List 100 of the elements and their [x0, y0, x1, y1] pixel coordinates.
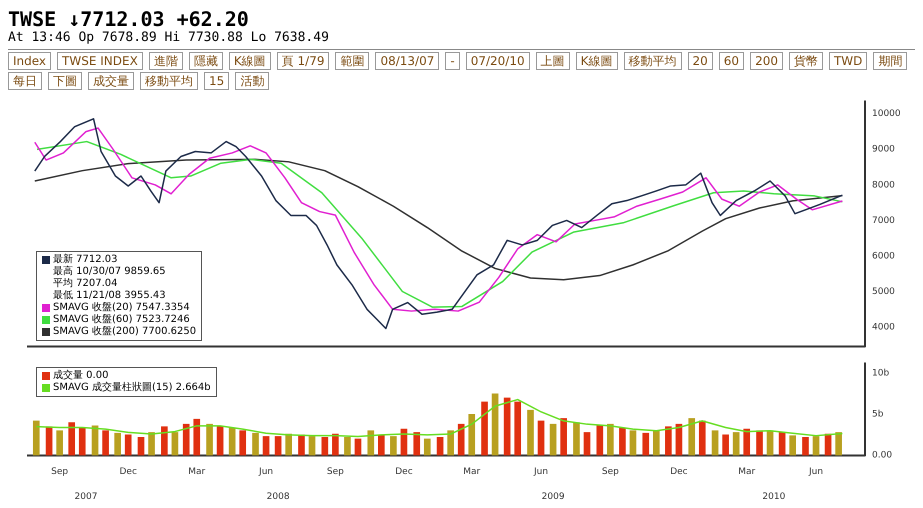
- legend-label: SMAVG 收盤(200) 7700.6250: [53, 326, 196, 338]
- x-tick-label: Jun: [533, 467, 548, 478]
- y-tick-label: 5b: [872, 410, 884, 420]
- text: K線圖: [576, 52, 618, 70]
- bar: [527, 410, 534, 456]
- x-tick-label: Dec: [670, 467, 688, 478]
- bar: [114, 432, 121, 456]
- bar: [652, 430, 660, 456]
- text: 期間: [873, 52, 908, 70]
- text: 隱藏: [188, 52, 223, 70]
- text: 08/13/07: [375, 52, 440, 70]
- x2-tick-label: 2009: [542, 492, 565, 502]
- bar: [550, 424, 556, 456]
- bar: [424, 438, 431, 456]
- bar: [732, 432, 740, 456]
- bar: [322, 437, 328, 456]
- bar: [216, 426, 224, 456]
- bar: [802, 437, 809, 456]
- text: 20: [688, 52, 713, 70]
- legend-label: SMAVG 成交量柱狀圖(15) 2.664b: [53, 382, 211, 394]
- bar: [492, 393, 498, 456]
- bar: [32, 420, 40, 456]
- bar: [743, 428, 750, 456]
- bar: [514, 402, 522, 456]
- x-tick-label: Mar: [188, 467, 206, 478]
- x-tick-label: Mar: [738, 467, 756, 478]
- bar: [676, 424, 682, 456]
- x2-tick-label: 2010: [762, 492, 786, 502]
- text: 移動平均: [624, 52, 682, 70]
- bar: [642, 432, 650, 456]
- bar: [458, 424, 465, 456]
- text: 移動平均: [140, 72, 198, 90]
- bar: [722, 434, 729, 456]
- text: TWSE INDEX: [57, 52, 143, 70]
- bar: [835, 432, 842, 456]
- bar: [778, 432, 786, 456]
- bar: [596, 426, 604, 456]
- bar: [573, 422, 580, 456]
- bar: [390, 436, 397, 456]
- bar: [161, 426, 168, 456]
- text: 15: [204, 72, 230, 90]
- text: 下圖: [48, 72, 82, 90]
- bar: [274, 436, 282, 456]
- bar: [206, 424, 213, 456]
- bar: [630, 430, 636, 456]
- bar: [812, 436, 820, 456]
- bar: [824, 434, 832, 456]
- legend-label: SMAVG 收盤(20) 7547.3354: [53, 302, 190, 314]
- text: 07/20/10: [466, 52, 530, 70]
- bar: [262, 436, 270, 456]
- text: 成交量: [88, 72, 134, 90]
- bar: [481, 402, 488, 456]
- bar: [172, 432, 178, 456]
- x-tick-label: Dec: [119, 467, 137, 478]
- bar: [193, 418, 200, 456]
- x-tick-label: Jun: [808, 467, 824, 478]
- text: At 13:46 Op 7678.89 Hi 7730.88 Lo 7638.49: [8, 30, 330, 46]
- text: 進階: [148, 52, 183, 70]
- y-tick-label: 10000: [872, 109, 901, 120]
- annotation: 最低 11/21/08 3955.43: [53, 290, 166, 302]
- annotation: 平均 7207.04: [53, 278, 118, 290]
- x-tick-label: Sep: [51, 467, 68, 478]
- text: Index: [8, 52, 52, 70]
- x-tick-label: Mar: [463, 467, 481, 478]
- y-tick-label: 9000: [872, 144, 896, 155]
- y-tick-label: 6000: [872, 251, 896, 262]
- text: TWD: [828, 52, 868, 70]
- x-tick-label: Sep: [326, 467, 344, 478]
- bar: [252, 432, 259, 456]
- y-tick-label: 7000: [872, 216, 896, 226]
- bar: [584, 432, 590, 456]
- bar: [560, 418, 567, 456]
- bar: [354, 438, 362, 456]
- bar: [413, 432, 420, 456]
- legend-label: 最新 7712.03: [53, 254, 118, 266]
- bar: [148, 432, 155, 456]
- legend-label: 成交量 0.00: [53, 370, 108, 382]
- bar: [698, 420, 706, 456]
- bar: [789, 435, 796, 456]
- bar: [138, 437, 144, 456]
- bar: [46, 426, 52, 456]
- text: TWSE ↓7712.03 +62.20: [8, 7, 250, 31]
- bar: [619, 428, 626, 456]
- bar: [665, 426, 672, 456]
- bar: [92, 426, 98, 456]
- bar: [228, 428, 236, 456]
- bar: [468, 414, 476, 456]
- x-tick-label: Dec: [395, 467, 413, 478]
- text: 範圍: [335, 52, 370, 70]
- bar: [378, 434, 385, 456]
- bar: [124, 434, 132, 456]
- text: 頁 1/79: [276, 52, 330, 70]
- bar: [436, 437, 444, 456]
- y-tick-label: 4000: [872, 322, 896, 332]
- y-tick-label: 8000: [872, 180, 896, 190]
- bar: [78, 428, 86, 456]
- bar: [298, 434, 305, 456]
- x-tick-label: Jun: [258, 467, 274, 478]
- bar: [102, 430, 109, 456]
- y-tick-label: 10b: [872, 368, 890, 379]
